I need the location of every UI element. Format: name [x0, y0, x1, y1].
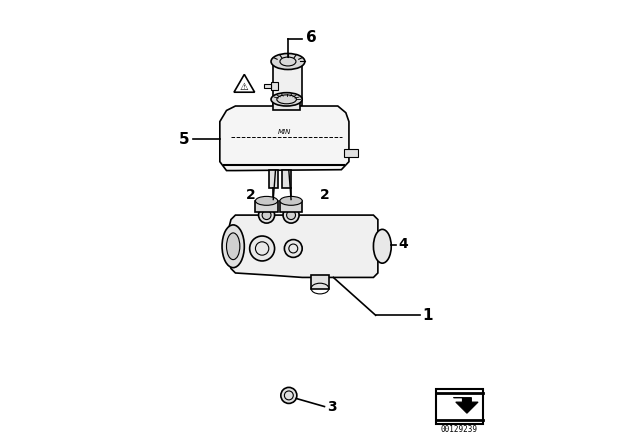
Circle shape	[284, 240, 302, 258]
Text: 6: 6	[306, 30, 317, 45]
Bar	[271, 82, 278, 90]
Ellipse shape	[271, 93, 302, 106]
Circle shape	[281, 388, 297, 404]
Text: 3: 3	[326, 401, 336, 414]
Circle shape	[259, 207, 275, 223]
Bar	[282, 170, 291, 188]
Circle shape	[283, 207, 299, 223]
Polygon shape	[220, 106, 349, 171]
Bar	[255, 201, 278, 212]
Circle shape	[262, 211, 271, 220]
Ellipse shape	[271, 53, 305, 69]
Text: 5: 5	[179, 132, 189, 147]
Bar	[280, 201, 302, 212]
Bar	[273, 100, 300, 110]
Ellipse shape	[222, 225, 244, 267]
Ellipse shape	[373, 229, 391, 263]
Bar	[436, 389, 483, 424]
Polygon shape	[234, 74, 255, 92]
Polygon shape	[454, 398, 478, 413]
Circle shape	[287, 211, 296, 220]
Text: 00129239: 00129239	[440, 425, 477, 434]
Bar	[269, 170, 278, 188]
Bar	[264, 84, 271, 88]
Polygon shape	[228, 215, 378, 277]
Text: MIN: MIN	[278, 129, 291, 135]
Text: 1: 1	[422, 308, 433, 323]
Text: 2: 2	[319, 188, 330, 202]
Bar	[311, 275, 329, 289]
Ellipse shape	[227, 233, 240, 260]
Ellipse shape	[255, 196, 278, 205]
Text: ⚠: ⚠	[240, 82, 249, 92]
Ellipse shape	[280, 196, 302, 205]
Bar	[273, 61, 302, 106]
Circle shape	[250, 236, 275, 261]
Text: 2: 2	[246, 188, 256, 202]
Bar	[344, 149, 358, 157]
Text: 4: 4	[398, 237, 408, 251]
